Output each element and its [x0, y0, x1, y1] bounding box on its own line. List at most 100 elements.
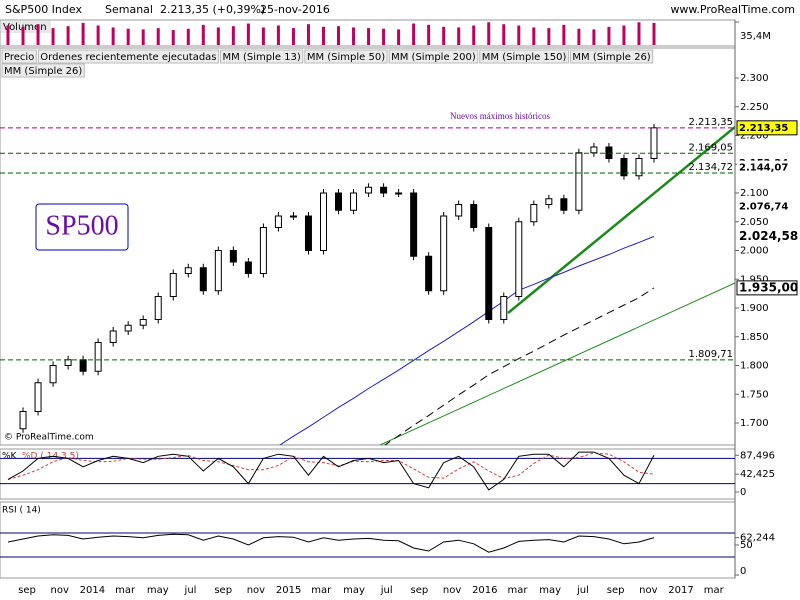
volume-bar [126, 28, 130, 45]
header-bar [0, 0, 800, 20]
volume-bar [6, 25, 10, 45]
volume-bar [306, 24, 310, 45]
last-price: 2.213,35 (+0,39%) [160, 3, 265, 16]
candle [440, 215, 448, 292]
volume-bar [352, 27, 356, 45]
volume-bar [652, 22, 656, 45]
trend-line [507, 126, 735, 314]
candle [395, 192, 403, 195]
candle [94, 342, 102, 372]
volume-bar [367, 28, 371, 45]
candle [64, 359, 72, 366]
rsi-line [7, 533, 655, 553]
volume-label: Volumen [3, 22, 47, 33]
volume-bar [261, 27, 265, 45]
candle [19, 411, 27, 430]
stoch-tick-label: 87,496 [740, 450, 775, 461]
x-tick-label: mar [311, 585, 332, 596]
volume-bar [382, 28, 386, 45]
candle [289, 215, 297, 218]
y-tick-label: 1.950 [740, 274, 769, 285]
volume-bar [291, 28, 295, 45]
legend-tab: MM (Simple 200) [391, 52, 476, 63]
x-tick-label: jul [184, 585, 197, 596]
y-tick-label: 2.200 [740, 131, 769, 142]
volume-bar [216, 27, 220, 45]
period: Semanal [105, 3, 153, 16]
candle [229, 250, 237, 263]
legend-tab: Ordenes recientemente ejecutadas [40, 52, 216, 63]
candle [620, 158, 628, 177]
x-tick-label: mar [115, 585, 136, 596]
candle [304, 215, 312, 251]
x-tick-label: 2015 [276, 585, 301, 596]
x-tick-label: nov [443, 585, 461, 596]
x-tick-label: mar [508, 585, 529, 596]
candle [500, 296, 508, 320]
candle [199, 267, 207, 292]
y-tick-label: 2.050 [740, 217, 769, 228]
candle [365, 186, 373, 194]
legend-tab: MM (Simple 150) [482, 52, 567, 63]
volume-bar [81, 22, 85, 45]
volume-bar [156, 28, 160, 45]
y-tick-label: 1.850 [740, 332, 769, 343]
candle [124, 324, 132, 332]
volume-tick-label: 35,4M [740, 31, 771, 42]
x-tick-label: 2016 [472, 585, 497, 596]
last-value-box [736, 280, 798, 296]
volume-bar [547, 28, 551, 45]
volume-bar [502, 24, 506, 45]
site: www.ProRealTime.com [670, 3, 795, 16]
volume-bar [141, 29, 145, 45]
stoch-k [7, 451, 655, 491]
legend-tab: MM (Simple 26) [572, 52, 650, 63]
candle [485, 227, 493, 320]
y-tick-label: 2.300 [740, 73, 769, 84]
level-label: 2.213,35 [688, 117, 733, 128]
legend-tab-bg [1, 63, 85, 78]
candle [274, 215, 282, 228]
x-tick-label: nov [639, 585, 657, 596]
x-tick-label: mar [704, 585, 725, 596]
volume-bar [276, 25, 280, 45]
volume-bar [111, 27, 115, 45]
x-tick-label: jul [576, 585, 589, 596]
symbol: S&P500 Index [5, 3, 82, 16]
volume-bar [517, 25, 521, 45]
volume-bar [487, 22, 491, 45]
volume-bar [186, 28, 190, 45]
stoch-d [7, 452, 655, 480]
volume-bar [66, 26, 70, 45]
level-label: 2.134,72 [688, 162, 733, 173]
volume-bar [622, 25, 626, 45]
rsi-tick-label: 62,244 [740, 533, 775, 544]
y-tick-label: 2.100 [740, 188, 769, 199]
volume-bar [412, 23, 416, 45]
candle [34, 382, 42, 412]
volume-bar [427, 24, 431, 45]
legend-tab: MM (Simple 26) [4, 66, 82, 77]
candle [169, 273, 177, 297]
volume-bar [171, 30, 175, 45]
legend-tab-bg [479, 49, 569, 64]
candle [350, 192, 358, 211]
legend-tab-bg [388, 49, 479, 64]
last-value-box [737, 160, 797, 175]
last-value-label: 1.935,00 [739, 280, 798, 294]
volume-bar [231, 26, 235, 45]
last-value-box [737, 229, 797, 244]
x-tick-label: sep [18, 585, 36, 596]
y-tick-label: 1.800 [740, 361, 769, 372]
rsi-label: RSI ( 14) [2, 506, 41, 516]
legend-tab-bg [220, 49, 304, 64]
candle [560, 198, 568, 211]
candle [530, 204, 538, 223]
x-tick-label: sep [214, 585, 232, 596]
annotation: Nuevos máximos históricos [450, 111, 550, 121]
stoch-tick-label: 0 [740, 487, 746, 498]
x-tick-label: 2017 [668, 585, 693, 596]
